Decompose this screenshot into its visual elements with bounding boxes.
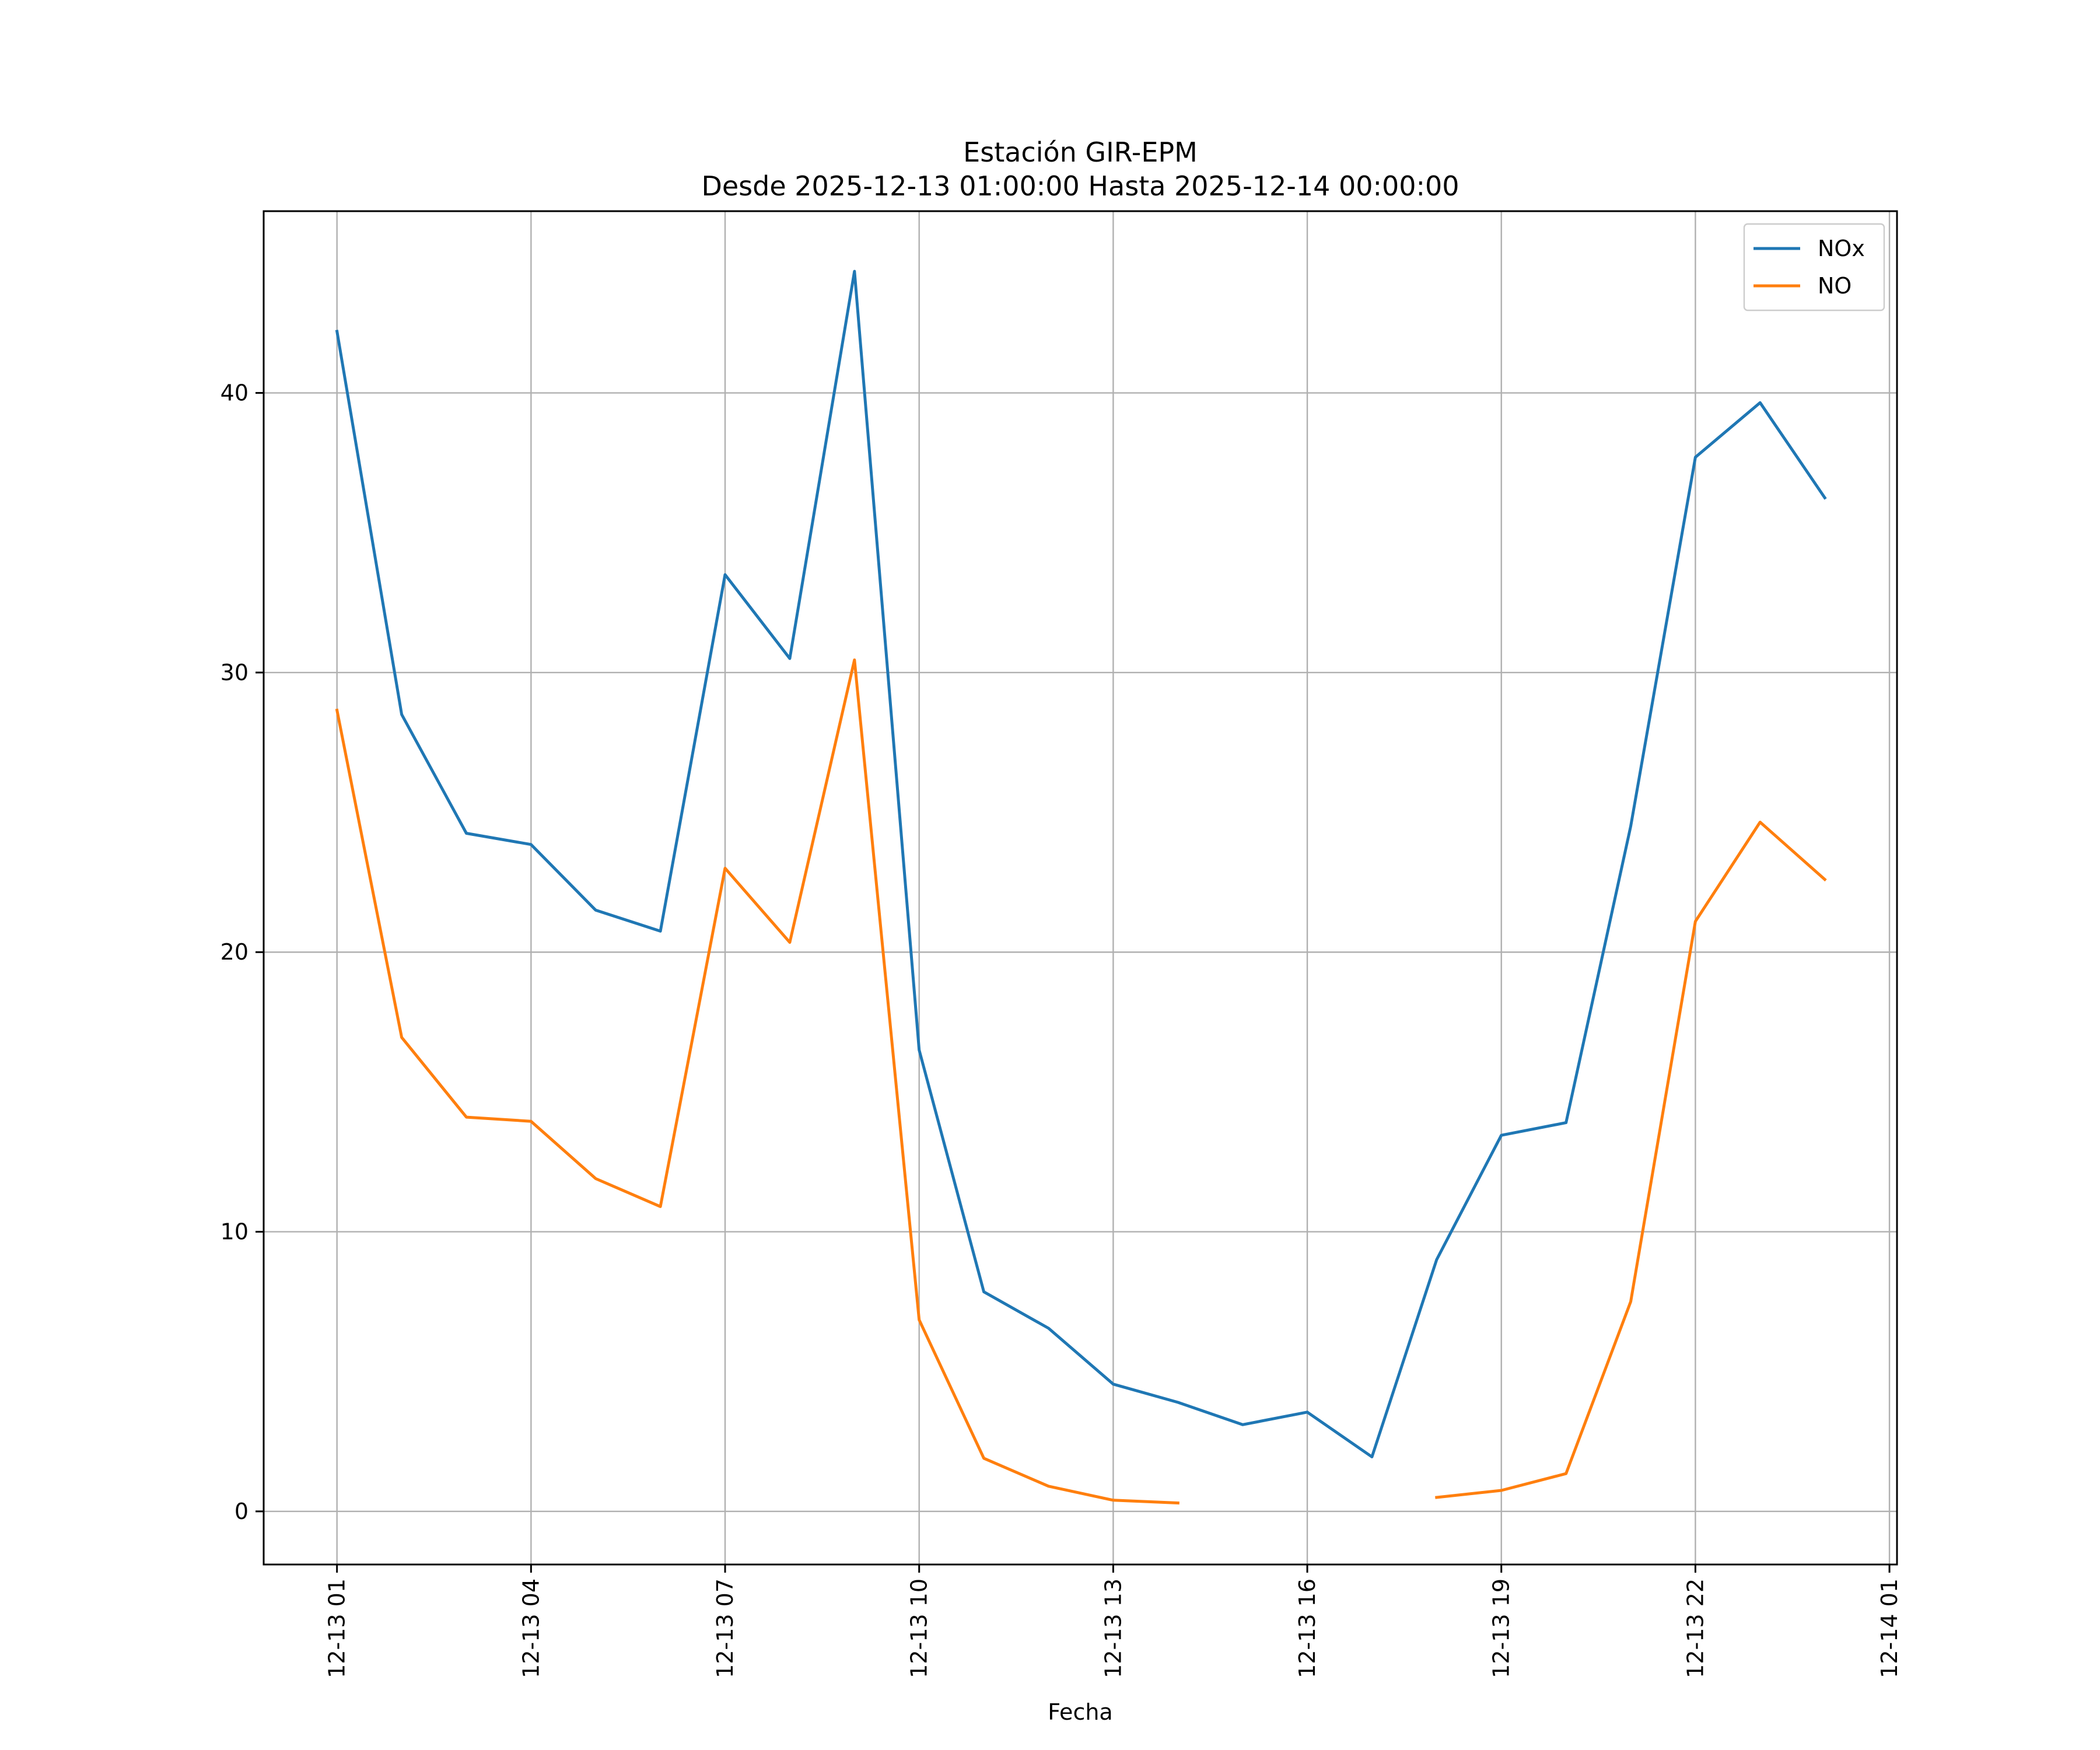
y-tick-label: 20 [220,939,249,965]
series-no [335,658,1827,1505]
nox-line-segment [335,270,1827,1458]
x-tick-label: 12-13 10 [907,1578,932,1678]
x-axis-ticks: 12-13 01 12-13 04 12-13 07 12-13 10 12-13 13… [324,1564,1902,1678]
legend: NOx NO [1743,223,1885,312]
y-axis-ticks: 0 10 20 30 40 [220,380,264,1524]
chart-subtitle: Desde 2025-12-13 01:00:00 Hasta 2025-12-… [701,170,1459,202]
legend-label: NOx [1818,236,1865,261]
y-tick-label: 40 [220,380,249,406]
chart-title: Estación GIR-EPM [963,136,1198,168]
x-tick-label: 12-13 04 [518,1578,544,1678]
series-nox [335,270,1827,1458]
series-lines [335,270,1827,1505]
x-tick-label: 12-13 01 [324,1578,350,1678]
x-tick-label: 12-13 16 [1294,1578,1320,1678]
y-tick-label: 0 [235,1499,249,1524]
y-tick-label: 30 [220,660,249,685]
x-tick-label: 12-14 01 [1877,1578,1902,1678]
plot-frame [262,210,1898,1566]
no-line-segment [335,658,1180,1505]
grid-lines [264,211,1897,1564]
y-tick-label: 10 [220,1219,249,1245]
x-axis-label: Fecha [1048,1699,1112,1725]
x-tick-label: 12-13 13 [1100,1578,1126,1678]
x-tick-label: 12-13 07 [712,1578,738,1678]
x-tick-label: 12-13 22 [1682,1578,1708,1678]
no-line-segment [1435,820,1827,1499]
x-tick-label: 12-13 19 [1489,1578,1514,1678]
legend-box [1743,223,1885,312]
legend-label: NO [1818,273,1852,299]
